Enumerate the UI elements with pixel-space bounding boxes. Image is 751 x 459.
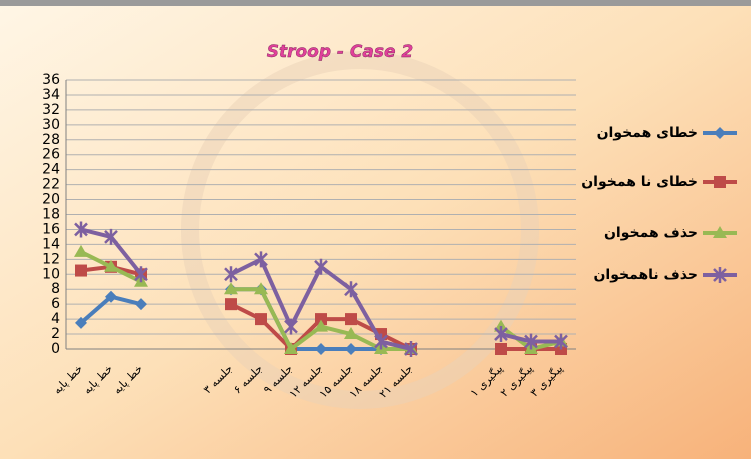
marker [104, 228, 118, 245]
marker [224, 282, 238, 295]
marker [255, 313, 267, 326]
marker [494, 326, 508, 343]
marker [374, 333, 388, 350]
y-tick-label: 8 [51, 281, 60, 297]
marker [404, 341, 418, 357]
marker [314, 319, 328, 332]
marker [554, 333, 568, 350]
marker [135, 298, 147, 311]
y-tick-label: 18 [42, 207, 60, 223]
y-tick-label: 28 [42, 132, 60, 148]
legend-label: خطای همخوان [597, 125, 698, 141]
legend-label: حذف همخوان [604, 225, 698, 241]
y-tick-label: 20 [42, 192, 60, 208]
y-tick-label: 16 [42, 221, 60, 237]
y-tick-label: 22 [42, 177, 60, 193]
marker [344, 327, 358, 340]
y-tick-label: 0 [51, 341, 60, 357]
watermark [181, 51, 539, 409]
marker [495, 343, 507, 355]
marker [224, 266, 238, 283]
y-tick-label: 6 [51, 296, 60, 312]
marker [104, 259, 118, 272]
y-tick-label: 34 [42, 87, 60, 103]
legend-label: حذف ناهمخوان [593, 267, 698, 283]
marker [315, 343, 327, 355]
marker [254, 282, 268, 295]
marker [75, 264, 87, 277]
marker [344, 281, 358, 298]
y-tick-label: 10 [42, 266, 60, 282]
marker [225, 298, 237, 311]
marker [345, 343, 357, 355]
y-tick-label: 26 [42, 147, 60, 163]
chart-title: Stroop - Case 2 [267, 42, 414, 62]
marker [714, 127, 726, 139]
marker [524, 333, 538, 350]
marker [713, 226, 727, 238]
marker [74, 221, 88, 238]
y-tick-label: 36 [42, 72, 60, 88]
marker [345, 313, 357, 326]
y-tick-label: 24 [42, 162, 60, 178]
marker [713, 267, 727, 283]
marker [105, 290, 117, 303]
y-tick-label: 30 [42, 117, 60, 133]
marker [75, 316, 87, 329]
marker [315, 313, 327, 326]
y-tick-label: 32 [42, 102, 60, 118]
y-tick-label: 2 [51, 326, 60, 342]
marker [714, 176, 726, 188]
marker [254, 251, 268, 268]
marker [494, 319, 508, 332]
marker [314, 258, 328, 275]
y-tick-label: 14 [42, 236, 60, 252]
marker [284, 318, 298, 335]
legend-label: خطای نا همخوان [581, 174, 698, 190]
marker [284, 342, 298, 354]
y-tick-label: 12 [42, 251, 60, 267]
y-tick-label: 4 [51, 311, 60, 327]
marker [134, 266, 148, 283]
marker [74, 244, 88, 257]
top-border [0, 0, 751, 6]
